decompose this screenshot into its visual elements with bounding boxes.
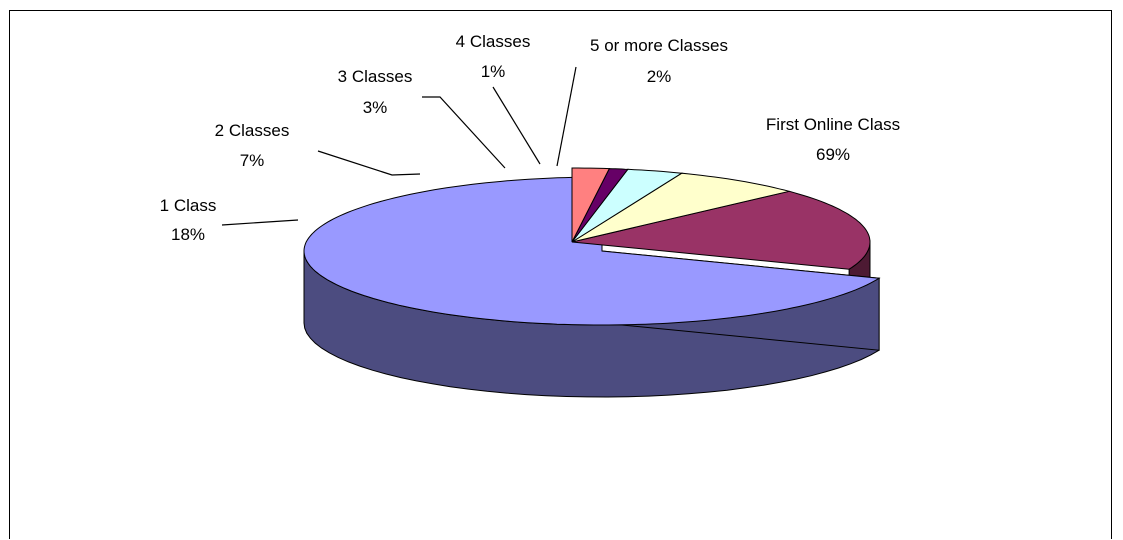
slice-label-4-classes: 4 Classes (456, 32, 531, 51)
slice-label-5-or-more-classes: 5 or more Classes (590, 36, 728, 55)
slice-label-first-online-class: First Online Class (766, 115, 900, 134)
slice-value-3-classes: 3% (363, 98, 388, 117)
slice-value-4-classes: 1% (481, 62, 506, 81)
slice-label-3-classes: 3 Classes (338, 67, 413, 86)
pie-slice-4-classes (571, 168, 629, 243)
pie-slice-3-classes (571, 168, 684, 243)
pie-tops (303, 167, 881, 326)
slice-value-2-classes: 7% (240, 151, 265, 170)
leader-line-2-classes (317, 150, 421, 176)
slice-label-1-class: 1 Class (160, 196, 217, 215)
slice-value-1-class: 18% (171, 225, 205, 244)
pie-slice-first-online-class (303, 176, 881, 326)
leader-line-1-class (221, 219, 299, 226)
pie-slice-2-classes (571, 172, 790, 243)
leader-line-4-classes (492, 86, 541, 165)
leader-line-3-classes (422, 96, 506, 169)
pie-slice-5-or-more-classes (571, 167, 611, 243)
pie-slice-1-class (571, 190, 871, 270)
slice-label-2-classes: 2 Classes (215, 121, 290, 140)
leader-line-5-or-more-classes (556, 66, 577, 167)
slice-value-first-online-class: 69% (816, 145, 850, 164)
pie-labels: First Online Class 69% 1 Class 18% 2 Classes… (160, 32, 900, 244)
slice-value-5-or-more-classes: 2% (647, 67, 672, 86)
